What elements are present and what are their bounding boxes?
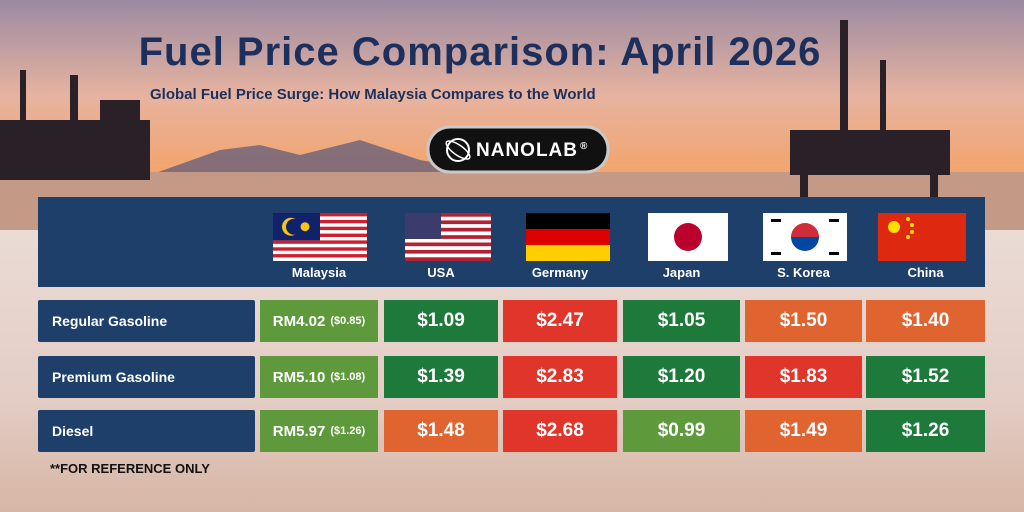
flag-korea (763, 213, 847, 261)
row-label: Premium Gasoline (38, 356, 255, 398)
column-header: Germany (531, 265, 589, 280)
title: Fuel Price Comparison: April 2026 (138, 30, 822, 74)
price: $1.49 (779, 420, 828, 441)
price: $1.48 (417, 420, 465, 441)
flag-germany (526, 213, 610, 261)
price-cell: $1.20 (623, 356, 740, 398)
price-cell: $1.49 (745, 410, 862, 452)
price: $2.68 (536, 420, 584, 441)
column-header: Malaysia (291, 265, 347, 280)
price-usd: ($0.85) (330, 315, 366, 327)
flag-malaysia (273, 213, 367, 261)
price: $1.20 (657, 366, 706, 387)
price-cell: $2.68 (503, 410, 617, 452)
column-header: USA (427, 265, 455, 280)
price: $1.83 (779, 366, 828, 387)
price: RM4.02 (272, 312, 326, 330)
column-header: S. Korea (777, 265, 830, 280)
price: $1.52 (901, 366, 950, 387)
price-cell: $1.50 (745, 300, 862, 342)
price-usd: ($1.26) (330, 425, 366, 437)
price-cell: $0.99 (623, 410, 740, 452)
price-cell: $1.39 (384, 356, 498, 398)
price-cell: $1.26 (866, 410, 985, 452)
price-cell: RM4.02 ($0.85) (260, 300, 378, 342)
price-cell: $1.48 (384, 410, 498, 452)
footnote: **FOR REFERENCE ONLY (50, 461, 210, 476)
price: $1.39 (417, 366, 465, 387)
price-cell: $1.83 (745, 356, 862, 398)
flag-japan (648, 213, 728, 261)
brand: NANOLAB ® (476, 140, 588, 162)
logo (426, 125, 610, 174)
price: $2.47 (536, 310, 584, 331)
price-usd: ($1.08) (330, 371, 366, 383)
price-cell: $2.83 (503, 356, 617, 398)
price-cell: RM5.97 ($1.26) (260, 410, 378, 452)
price-cell: $1.09 (384, 300, 498, 342)
price: $1.40 (901, 310, 950, 331)
price: $1.26 (901, 420, 950, 441)
flag-china (878, 213, 966, 261)
price-cell: $1.40 (866, 300, 985, 342)
brand-mark: ® (580, 140, 589, 152)
column-header: Japan (662, 265, 701, 280)
price: $1.05 (657, 310, 706, 331)
subtitle: Global Fuel Price Surge: How Malaysia Co… (150, 86, 596, 103)
brand-name: NANOLAB (476, 140, 578, 161)
price: $0.99 (657, 420, 706, 441)
column-header: China (907, 265, 944, 280)
row-label: Diesel (38, 410, 255, 452)
price: $1.50 (779, 310, 828, 331)
price: $1.09 (417, 310, 465, 331)
price-cell: $2.47 (503, 300, 617, 342)
price-cell: $1.52 (866, 356, 985, 398)
price: $2.83 (536, 366, 584, 387)
price-cell: $1.05 (623, 300, 740, 342)
price-cell: RM5.10 ($1.08) (260, 356, 378, 398)
flag-usa (405, 213, 491, 261)
price: RM5.97 (272, 422, 326, 440)
row-label: Regular Gasoline (38, 300, 255, 342)
price: RM5.10 (272, 368, 326, 386)
